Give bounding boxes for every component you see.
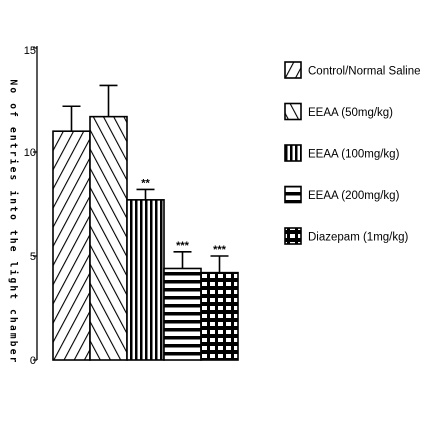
legend-swatch-5: [284, 227, 302, 245]
legend-label-3: EEAA (100mg/kg): [308, 149, 400, 161]
legend-label-2: EEAA (50mg/kg): [308, 107, 393, 119]
y-tick-label: 10: [24, 147, 36, 159]
legend-swatch-4: [284, 185, 302, 204]
legend-label-1: Control/Normal Saline: [308, 66, 421, 78]
bar-1: [52, 130, 91, 361]
y-axis-title: No of entries into the light chamber: [8, 79, 19, 364]
y-axis-title-group: No of entries into the light chamber: [8, 79, 19, 364]
y-tick-label: 15: [24, 45, 36, 57]
bar-3: [126, 199, 165, 361]
legend: Control/Normal Saline EEAA (50mg/kg) EEAA …: [284, 61, 421, 245]
bar-2: [89, 115, 128, 361]
significance-label-4: ***: [176, 240, 190, 252]
y-tick-label: 5: [30, 251, 36, 263]
significance-label-3: **: [141, 177, 150, 189]
legend-swatch-2: [284, 102, 302, 121]
bar-5: [200, 271, 239, 361]
y-tick-label: 0: [30, 355, 36, 367]
axis-layer: 0 5 10 15: [24, 45, 38, 367]
bar-4: [163, 267, 202, 361]
legend-label-5: Diazepam (1mg/kg): [308, 232, 409, 244]
legend-label-4: EEAA (200mg/kg): [308, 190, 400, 202]
significance-label-5: ***: [213, 244, 227, 256]
legend-swatch-1: [284, 61, 302, 79]
bar-layer: ***** ***: [52, 84, 239, 361]
legend-swatch-3: [284, 144, 302, 162]
